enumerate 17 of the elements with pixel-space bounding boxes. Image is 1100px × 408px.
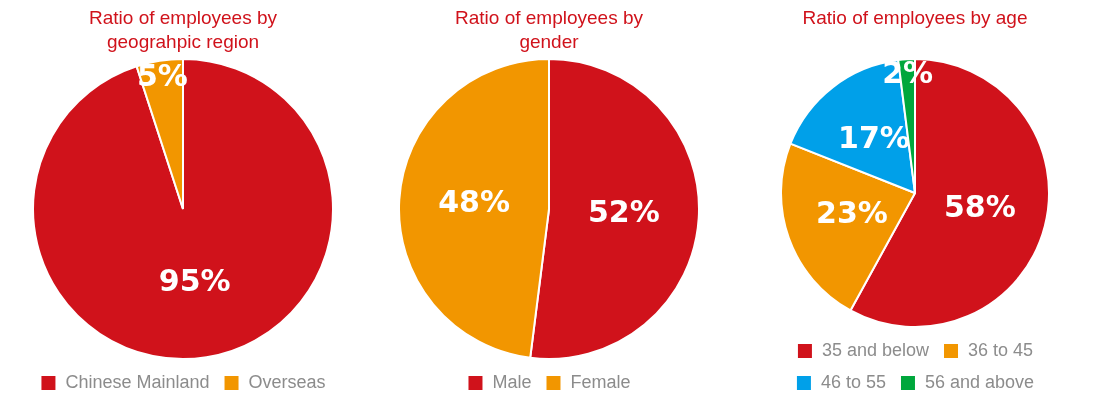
legend-label: Overseas [248, 371, 326, 392]
legend-label: Female [570, 371, 631, 392]
data-label: 95% [158, 262, 231, 298]
data-label: 23% [816, 195, 888, 231]
chart-title: Ratio of employees by geograhpic region [88, 6, 278, 54]
data-label: 48% [438, 184, 511, 220]
data-label: 58% [943, 189, 1016, 225]
legend-label: 46 to 55 [820, 371, 886, 392]
data-label: 17% [838, 119, 910, 155]
legend-label: Chinese Mainland [65, 371, 210, 392]
chart-title: Ratio of employees by age [802, 7, 1028, 28]
legend-label: Male [492, 371, 532, 392]
legend-label: 36 to 45 [968, 339, 1034, 360]
chart-title: Ratio of employees by gender [454, 6, 644, 54]
legend-label: 35 and below [821, 339, 931, 360]
legend-label: 56 and above [924, 371, 1035, 392]
data-label: 52% [587, 193, 660, 229]
